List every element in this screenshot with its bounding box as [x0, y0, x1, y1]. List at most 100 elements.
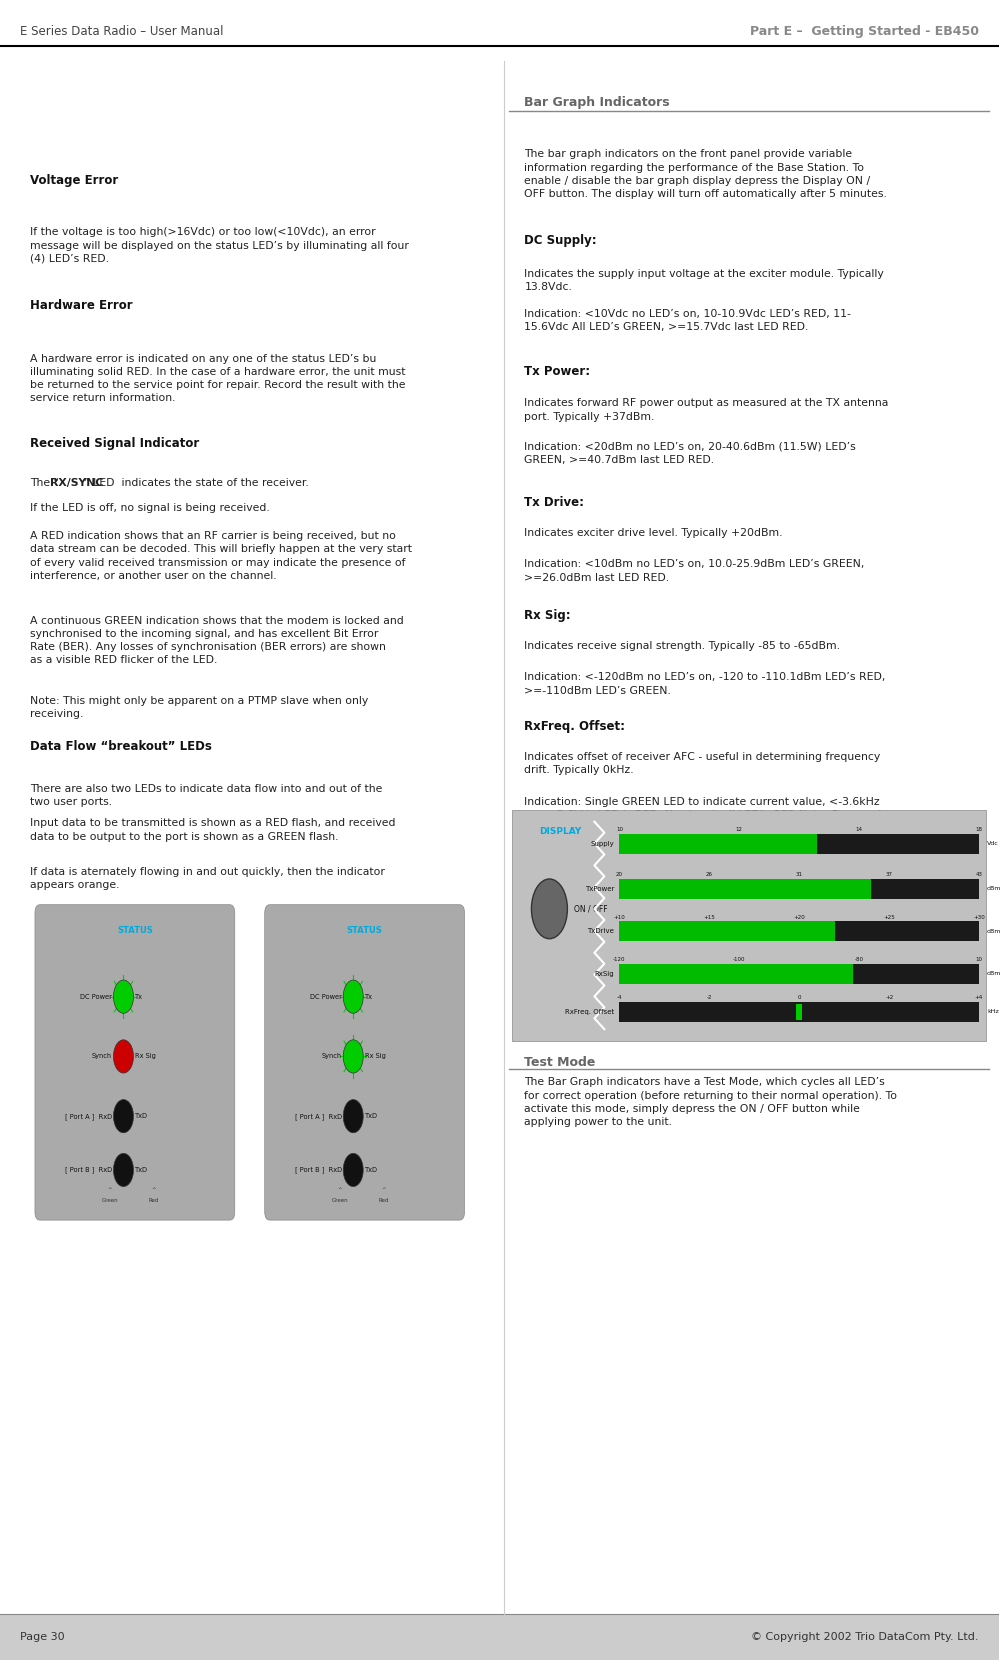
Text: Vdc: Vdc [986, 842, 998, 847]
Text: TxD: TxD [134, 1167, 147, 1174]
Text: STATUS: STATUS [117, 926, 152, 935]
FancyBboxPatch shape [265, 905, 464, 1220]
Text: -120: -120 [613, 958, 625, 963]
Text: 14: 14 [855, 827, 862, 832]
Text: Tx Drive:: Tx Drive: [524, 496, 584, 510]
Text: dBm: dBm [986, 971, 1000, 976]
Text: Rx Sig:: Rx Sig: [524, 609, 571, 622]
Circle shape [343, 1039, 363, 1072]
Text: STATUS: STATUS [346, 926, 382, 935]
Text: DISPLAY: DISPLAY [539, 827, 581, 835]
Text: The bar graph indicators on the front panel provide variable
information regardi: The bar graph indicators on the front pa… [524, 149, 887, 199]
Text: Input data to be transmitted is shown as a RED flash, and received
data to be ou: Input data to be transmitted is shown as… [30, 818, 395, 842]
Text: RX/SYNC: RX/SYNC [50, 478, 103, 488]
Text: Indication: <10dBm no LED’s on, 10.0-25.9dBm LED’s GREEN,
>=26.0dBm last LED RED: Indication: <10dBm no LED’s on, 10.0-25.… [524, 559, 864, 583]
FancyBboxPatch shape [816, 833, 978, 853]
Text: +20: +20 [792, 915, 804, 920]
Circle shape [343, 1154, 363, 1187]
Text: ^: ^ [151, 1187, 156, 1192]
Text: Data Flow “breakout” LEDs: Data Flow “breakout” LEDs [30, 740, 212, 754]
Text: 18: 18 [975, 827, 982, 832]
Text: -2: -2 [706, 996, 711, 1001]
FancyBboxPatch shape [619, 1003, 978, 1023]
Text: Red: Red [148, 1199, 158, 1204]
Text: TxD: TxD [364, 1167, 377, 1174]
FancyBboxPatch shape [619, 964, 853, 984]
Text: +2: +2 [884, 996, 893, 1001]
Text: Indicates forward RF power output as measured at the TX antenna
port. Typically : Indicates forward RF power output as mea… [524, 398, 888, 422]
Text: Indication: <-120dBm no LED’s on, -120 to -110.1dBm LED’s RED,
>=-110dBm LED’s G: Indication: <-120dBm no LED’s on, -120 t… [524, 672, 885, 696]
Text: Received Signal Indicator: Received Signal Indicator [30, 437, 199, 450]
Text: RxFreq. Offset: RxFreq. Offset [565, 1009, 614, 1014]
Text: ^: ^ [107, 1187, 112, 1192]
Text: Bar Graph Indicators: Bar Graph Indicators [524, 96, 669, 110]
Text: TxPower: TxPower [585, 885, 614, 891]
Text: 12: 12 [735, 827, 742, 832]
Text: Tx: Tx [134, 994, 142, 999]
Text: Green: Green [101, 1199, 118, 1204]
Text: Supply: Supply [590, 840, 614, 847]
Text: -4: -4 [616, 996, 622, 1001]
Text: Green: Green [331, 1199, 348, 1204]
Circle shape [531, 880, 567, 940]
Text: If the LED is off, no signal is being received.: If the LED is off, no signal is being re… [30, 503, 270, 513]
Circle shape [343, 1099, 363, 1132]
Text: © Copyright 2002 Trio DataCom Pty. Ltd.: © Copyright 2002 Trio DataCom Pty. Ltd. [750, 1632, 978, 1642]
FancyBboxPatch shape [619, 833, 816, 853]
Text: Indicates the supply input voltage at the exciter module. Typically
13.8Vdc.: Indicates the supply input voltage at th… [524, 269, 884, 292]
Text: 26: 26 [705, 872, 712, 876]
Text: RxSig: RxSig [594, 971, 614, 976]
Text: 43: 43 [975, 872, 982, 876]
Text: Red: Red [378, 1199, 388, 1204]
Text: [ Port A ]  RxD: [ Port A ] RxD [295, 1112, 341, 1119]
Text: dBm: dBm [986, 886, 1000, 891]
Text: Note: This might only be apparent on a PTMP slave when only
receiving.: Note: This might only be apparent on a P… [30, 696, 368, 719]
Text: Tx Power:: Tx Power: [524, 365, 590, 378]
Circle shape [113, 1099, 133, 1132]
Text: The Bar Graph indicators have a Test Mode, which cycles all LED’s
for correct op: The Bar Graph indicators have a Test Mod… [524, 1077, 897, 1127]
FancyBboxPatch shape [619, 921, 834, 941]
Text: ” LED  indicates the state of the receiver.: ” LED indicates the state of the receive… [83, 478, 308, 488]
Text: 10: 10 [975, 958, 982, 963]
Text: Rx Sig: Rx Sig [364, 1054, 385, 1059]
Circle shape [113, 1039, 133, 1072]
Text: The “: The “ [30, 478, 59, 488]
Text: 0: 0 [796, 996, 800, 1001]
Text: Indicates offset of receiver AFC - useful in determining frequency
drift. Typica: Indicates offset of receiver AFC - usefu… [524, 752, 880, 775]
Text: Indication: <10Vdc no LED’s on, 10-10.9Vdc LED’s RED, 11-
15.6Vdc All LED’s GREE: Indication: <10Vdc no LED’s on, 10-10.9V… [524, 309, 851, 332]
Text: 20: 20 [615, 872, 622, 876]
Text: Synch: Synch [321, 1054, 341, 1059]
Circle shape [113, 1154, 133, 1187]
Text: +15: +15 [703, 915, 714, 920]
FancyBboxPatch shape [834, 921, 978, 941]
Text: 31: 31 [794, 872, 801, 876]
Text: A hardware error is indicated on any one of the status LED’s bu
illuminating sol: A hardware error is indicated on any one… [30, 354, 405, 403]
Text: Rx Sig: Rx Sig [134, 1054, 155, 1059]
Text: Indication: Single GREEN LED to indicate current value, <-3.6kHz
or >+3.6kHz LED: Indication: Single GREEN LED to indicate… [524, 797, 881, 833]
Text: ^: ^ [381, 1187, 385, 1192]
Text: Page 30: Page 30 [20, 1632, 64, 1642]
Text: ^: ^ [337, 1187, 342, 1192]
Text: +4: +4 [974, 996, 982, 1001]
FancyBboxPatch shape [619, 878, 871, 898]
Text: Tx: Tx [364, 994, 372, 999]
Text: Indicates receive signal strength. Typically -85 to -65dBm.: Indicates receive signal strength. Typic… [524, 641, 840, 651]
Text: If data is aternately flowing in and out quickly, then the indicator
appears ora: If data is aternately flowing in and out… [30, 867, 384, 890]
Text: TxD: TxD [134, 1114, 147, 1119]
Text: Indication: <20dBm no LED’s on, 20-40.6dBm (11.5W) LED’s
GREEN, >=40.7dBm last L: Indication: <20dBm no LED’s on, 20-40.6d… [524, 442, 856, 465]
FancyBboxPatch shape [35, 905, 235, 1220]
Text: Indicates exciter drive level. Typically +20dBm.: Indicates exciter drive level. Typically… [524, 528, 782, 538]
Text: kHz: kHz [986, 1009, 998, 1014]
Text: [ Port A ]  RxD: [ Port A ] RxD [65, 1112, 112, 1119]
Text: If the voltage is too high(>16Vdc) or too low(<10Vdc), an error
message will be : If the voltage is too high(>16Vdc) or to… [30, 227, 408, 264]
Text: DC Power: DC Power [310, 994, 341, 999]
Text: Synch: Synch [92, 1054, 112, 1059]
Text: [ Port B ]  RxD: [ Port B ] RxD [295, 1167, 341, 1174]
Circle shape [113, 979, 133, 1013]
FancyBboxPatch shape [0, 1614, 998, 1660]
Text: +10: +10 [613, 915, 625, 920]
FancyBboxPatch shape [795, 1004, 801, 1021]
Text: Hardware Error: Hardware Error [30, 299, 132, 312]
Text: DC Power: DC Power [80, 994, 112, 999]
Text: A RED indication shows that an RF carrier is being received, but no
data stream : A RED indication shows that an RF carrie… [30, 531, 411, 581]
